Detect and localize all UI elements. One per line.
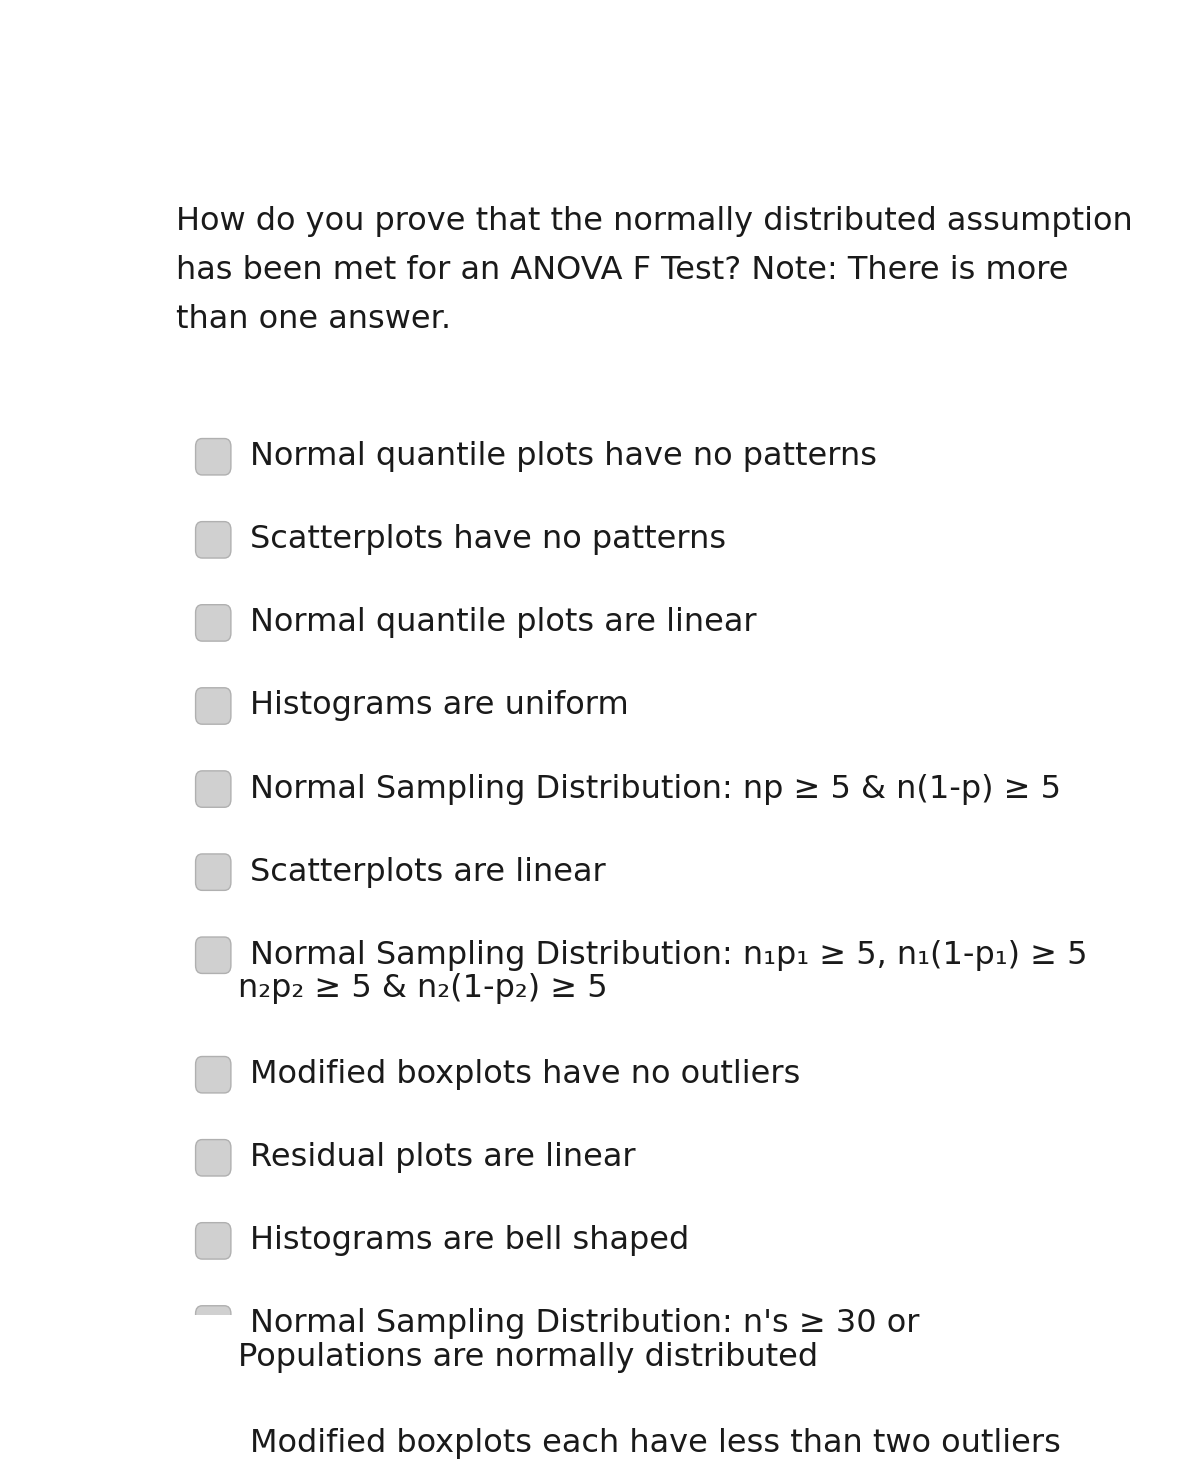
Text: Populations are normally distributed: Populations are normally distributed [239, 1342, 818, 1373]
FancyBboxPatch shape [196, 1305, 230, 1342]
Text: Histograms are uniform: Histograms are uniform [251, 690, 629, 721]
FancyBboxPatch shape [196, 439, 230, 474]
Text: Scatterplots are linear: Scatterplots are linear [251, 857, 606, 888]
Text: Normal Sampling Distribution: n's ≥ 30 or: Normal Sampling Distribution: n's ≥ 30 o… [251, 1308, 920, 1339]
FancyBboxPatch shape [196, 1425, 230, 1462]
FancyBboxPatch shape [196, 605, 230, 641]
FancyBboxPatch shape [196, 854, 230, 890]
Text: has been met for an ANOVA F Test? Note: There is more: has been met for an ANOVA F Test? Note: … [176, 254, 1068, 285]
Text: Modified boxplots have no outliers: Modified boxplots have no outliers [251, 1060, 800, 1091]
Text: than one answer.: than one answer. [176, 303, 451, 334]
Text: Normal Sampling Distribution: np ≥ 5 & n(1-p) ≥ 5: Normal Sampling Distribution: np ≥ 5 & n… [251, 773, 1062, 804]
FancyBboxPatch shape [196, 1057, 230, 1092]
Text: Normal Sampling Distribution: n₁p₁ ≥ 5, n₁(1-p₁) ≥ 5: Normal Sampling Distribution: n₁p₁ ≥ 5, … [251, 940, 1088, 971]
Text: How do you prove that the normally distributed assumption: How do you prove that the normally distr… [176, 205, 1133, 236]
FancyBboxPatch shape [196, 1140, 230, 1176]
FancyBboxPatch shape [196, 937, 230, 974]
Text: Histograms are bell shaped: Histograms are bell shaped [251, 1225, 690, 1256]
Text: Modified boxplots each have less than two outliers: Modified boxplots each have less than tw… [251, 1428, 1061, 1459]
Text: Normal quantile plots are linear: Normal quantile plots are linear [251, 607, 757, 638]
Text: n₂p₂ ≥ 5 & n₂(1-p₂) ≥ 5: n₂p₂ ≥ 5 & n₂(1-p₂) ≥ 5 [239, 973, 608, 1004]
Text: Normal quantile plots have no patterns: Normal quantile plots have no patterns [251, 442, 877, 473]
Text: Residual plots are linear: Residual plots are linear [251, 1142, 636, 1174]
Text: Scatterplots have no patterns: Scatterplots have no patterns [251, 525, 726, 556]
FancyBboxPatch shape [196, 772, 230, 807]
FancyBboxPatch shape [196, 1222, 230, 1259]
FancyBboxPatch shape [196, 522, 230, 559]
FancyBboxPatch shape [196, 687, 230, 724]
